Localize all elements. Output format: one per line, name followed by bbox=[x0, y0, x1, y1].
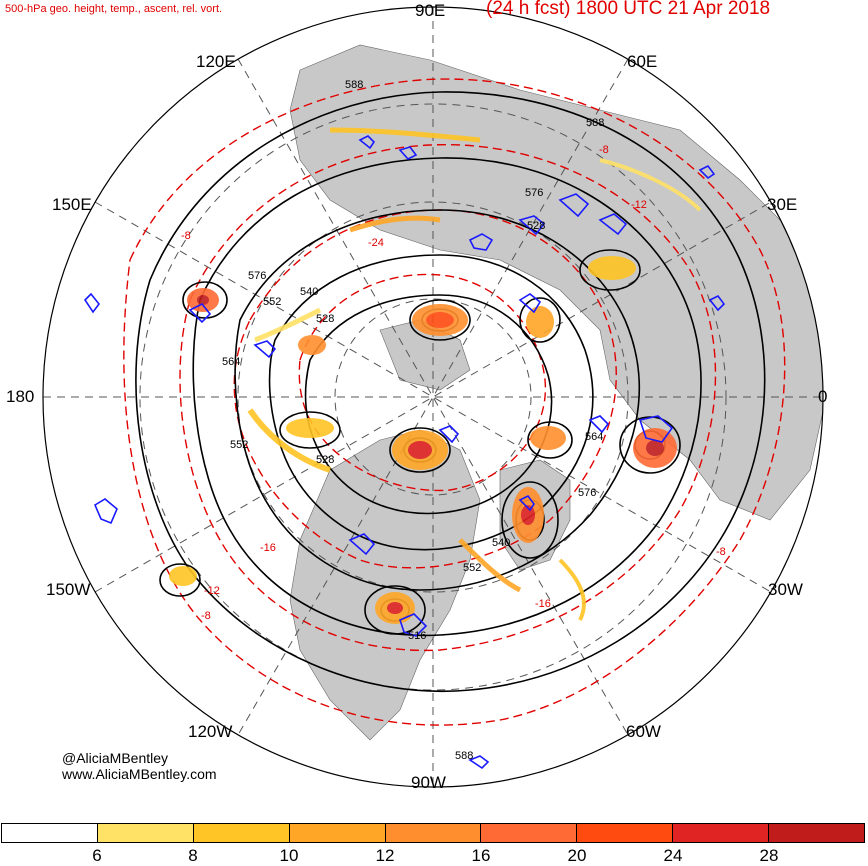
temperature-contour-label: -16 bbox=[535, 598, 551, 610]
height-contour-label: 528 bbox=[527, 220, 545, 232]
temperature-contour-label: -12 bbox=[631, 199, 647, 211]
temperature-label-group: -8 -8 -12 -16 -24 -12 -8 -16 -8 bbox=[181, 144, 726, 622]
colorbar-tick-label: 10 bbox=[279, 846, 299, 865]
lon-label-90e: 90E bbox=[415, 1, 446, 20]
height-contour-label: 528 bbox=[316, 454, 334, 466]
colorbar-tick-label: 24 bbox=[663, 846, 683, 865]
height-label-group: 588 588 576 576 552 540 528 564 552 528 … bbox=[222, 79, 604, 762]
colorbar-tick-label: 8 bbox=[188, 846, 198, 865]
colorbar bbox=[1, 823, 865, 843]
lon-label-150e: 150E bbox=[52, 195, 92, 214]
colorbar-tick-label: 20 bbox=[567, 846, 587, 865]
temperature-contour-label: -8 bbox=[181, 230, 191, 242]
height-contour-label: 552 bbox=[463, 562, 481, 574]
colorbar-segment bbox=[193, 824, 290, 842]
height-contour-label: 588 bbox=[455, 750, 473, 762]
height-contour-label: 552 bbox=[263, 296, 281, 308]
lon-label-30e: 30E bbox=[767, 195, 798, 214]
colorbar-segment bbox=[577, 824, 674, 842]
land-masses bbox=[289, 44, 823, 741]
lon-label-180: 180 bbox=[6, 387, 35, 406]
map-border bbox=[42, 6, 824, 788]
lon-label-30w: 30W bbox=[768, 580, 803, 599]
height-contour-label: 576 bbox=[248, 270, 266, 282]
height-contour-label: 540 bbox=[300, 286, 318, 298]
lon-label-0: 0 bbox=[818, 387, 828, 406]
lon-label-150w: 150W bbox=[46, 580, 91, 599]
height-contour-label: 588 bbox=[586, 117, 604, 129]
credit-website: www.AliciaMBentley.com bbox=[62, 766, 217, 782]
temperature-contour-label: -12 bbox=[204, 585, 220, 597]
height-contour-label: 564 bbox=[585, 431, 603, 443]
height-contour-label: 564 bbox=[222, 356, 240, 368]
height-contour-label: 576 bbox=[525, 187, 543, 199]
colorbar-segment bbox=[2, 824, 98, 842]
lon-label-90w: 90W bbox=[411, 773, 446, 792]
temperature-contour-label: -8 bbox=[599, 144, 609, 156]
credit-twitter: @AliciaMBentley bbox=[62, 750, 169, 766]
colorbar-tick-label: 12 bbox=[375, 846, 395, 865]
height-contour-label: 588 bbox=[345, 79, 363, 91]
lon-label-60w: 60W bbox=[626, 722, 661, 741]
lon-label-60e: 60E bbox=[627, 52, 658, 71]
map-title: 500-hPa geo. height, temp., ascent, rel.… bbox=[5, 3, 223, 15]
temperature-contour-label: -16 bbox=[260, 542, 276, 554]
temperature-contour-label: -8 bbox=[716, 546, 726, 558]
colorbar-segment bbox=[673, 824, 770, 842]
relative-vorticity-shading bbox=[169, 127, 702, 624]
height-contour-label: 516 bbox=[408, 630, 426, 642]
height-contour-label: 528 bbox=[316, 313, 334, 325]
colorbar-tick-label: 6 bbox=[92, 846, 102, 865]
colorbar-segment bbox=[97, 824, 194, 842]
height-contour-label: 540 bbox=[492, 537, 510, 549]
eurasia-land bbox=[289, 44, 823, 521]
temperature-contour-label: -8 bbox=[201, 610, 211, 622]
colorbar-segment bbox=[385, 824, 482, 842]
colorbar-segment bbox=[481, 824, 578, 842]
lon-label-120w: 120W bbox=[188, 722, 233, 741]
lon-label-120e: 120E bbox=[196, 52, 236, 71]
forecast-time-title: (24 h fcst) 1800 UTC 21 Apr 2018 bbox=[486, 0, 771, 19]
colorbar-tick-label: 28 bbox=[759, 846, 779, 865]
colorbar-segment bbox=[769, 824, 865, 842]
height-contours bbox=[135, 91, 766, 692]
temperature-contour-label: -24 bbox=[368, 237, 384, 249]
height-contour-label: 576 bbox=[578, 487, 596, 499]
colorbar-segment bbox=[289, 824, 386, 842]
height-contour-label: 552 bbox=[230, 439, 248, 451]
colorbar-tick-label: 16 bbox=[471, 846, 491, 865]
ascent-contours bbox=[83, 135, 726, 770]
